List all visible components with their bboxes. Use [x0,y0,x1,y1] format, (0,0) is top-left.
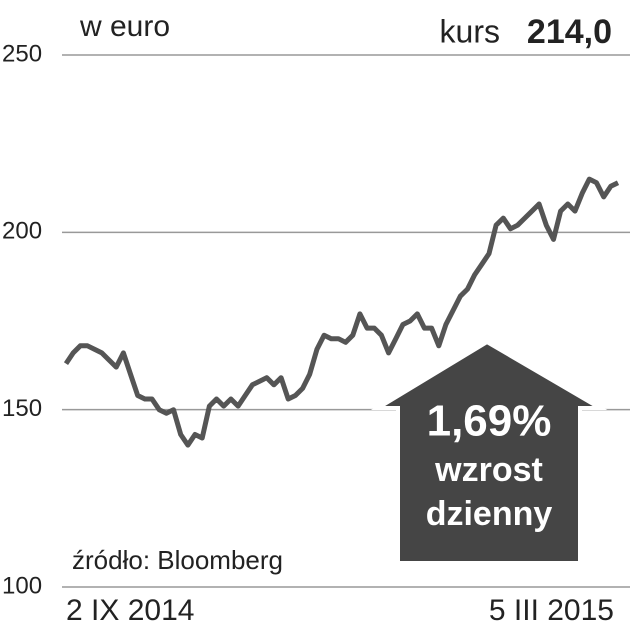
x-tick-label: 2 IX 2014 [66,594,194,627]
change-label: 1,69% [427,397,552,446]
y-tick-label: 250 [2,40,42,67]
price-line [63,176,620,448]
annotation-line: wzrost [434,451,543,489]
annotation-line: dzienny [426,495,553,533]
y-tick-label: 100 [2,572,42,599]
kurs-value: 214,0 [527,13,612,51]
plot: 100 150 200 250 2 IX 2014 5 III 2015 [2,40,630,627]
source: źródło: Bloomberg [72,545,283,575]
unit-label: w euro [79,10,170,43]
x-tick-label: 5 III 2015 [489,594,614,627]
kurs-label: kurs [440,13,500,49]
y-tick-label: 150 [2,395,42,422]
arrow-badge [370,339,608,565]
y-tick-label: 200 [2,218,42,245]
